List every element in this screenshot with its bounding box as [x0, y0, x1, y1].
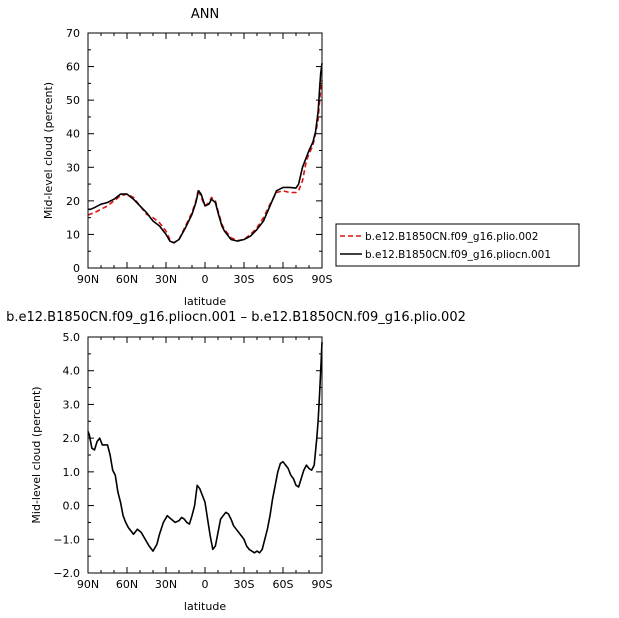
- top-x-tick-label: 90S: [312, 273, 333, 286]
- bottom-x-tick-label: 90S: [312, 578, 333, 591]
- top-x-tick-label: 60N: [116, 273, 138, 286]
- top-y-tick-label: 10: [66, 228, 80, 241]
- top-y-tick-label: 50: [66, 94, 80, 107]
- bottom-y-tick-label: −2.0: [53, 567, 80, 580]
- bottom-y-tick-label: 0.0: [63, 500, 81, 513]
- top-chart-title: ANN: [191, 7, 219, 22]
- legend-box: [335, 223, 580, 267]
- bottom-y-tick-label: 2.0: [63, 432, 81, 445]
- bottom-series-group: [87, 342, 323, 554]
- top-y-tick-label: 20: [66, 195, 80, 208]
- bottom-x-tick-label: 30N: [155, 578, 177, 591]
- top-axes-group: 90N 60N 30N 0 30S 60S 90S 0 10 20 30 40 50 60 70: [66, 27, 333, 286]
- top-x-tick-label: 60S: [273, 273, 294, 286]
- bottom-series-line-1: [87, 342, 323, 554]
- bottom-x-tick-label: 0: [202, 578, 209, 591]
- top-y-tick-label: 70: [66, 27, 80, 40]
- bottom-x-tick-label: 60N: [116, 578, 138, 591]
- top-y-tick-label: 30: [66, 161, 80, 174]
- bottom-y-tick-label: −1.0: [53, 533, 80, 546]
- bottom-x-axis-label: latitude: [184, 600, 226, 613]
- top-x-tick-label: 90N: [77, 273, 99, 286]
- bottom-y-tick-label: 5.0: [63, 331, 81, 344]
- legend-label-plio: b.e12.B1850CN.f09_g16.plio.002: [365, 231, 538, 243]
- bottom-chart-title: b.e12.B1850CN.f09_g16.pliocn.001 – b.e12…: [6, 310, 466, 325]
- bottom-x-tick-label: 90N: [77, 578, 99, 591]
- top-x-axis-label: latitude: [184, 295, 226, 308]
- bottom-panel: b.e12.B1850CN.f09_g16.pliocn.001 – b.e12…: [6, 310, 466, 613]
- bottom-x-tick-label: 30S: [234, 578, 255, 591]
- bottom-y-tick-label: 1.0: [63, 466, 81, 479]
- top-x-tick-label: 30N: [155, 273, 177, 286]
- top-y-axis-label: Mid-level cloud (percent): [42, 82, 55, 219]
- legend: b.e12.B1850CN.f09_g16.plio.002 b.e12.B18…: [335, 223, 580, 267]
- bottom-y-tick-label: 3.0: [63, 398, 81, 411]
- top-x-tick-label: 0: [202, 273, 209, 286]
- top-panel: ANN 90N 60N 30N 0 30S 60S 90S 0 10 20 30 40 50 60 70 l…: [42, 7, 333, 308]
- legend-label-pliocn: b.e12.B1850CN.f09_g16.pliocn.001: [365, 249, 551, 261]
- top-y-tick-label: 60: [66, 61, 80, 74]
- bottom-y-tick-label: 4.0: [63, 365, 81, 378]
- top-plot-frame: [87, 32, 323, 269]
- bottom-axes-group: 90N 60N 30N 0 30S 60S 90S −2.0 −1.0 0.0 1.0 2.0 3.0 4…: [53, 331, 332, 591]
- top-series-group: [87, 63, 323, 244]
- bottom-y-axis-label: Mid-level cloud (percent): [30, 386, 43, 523]
- top-series-line-2: [88, 63, 323, 244]
- top-x-tick-label: 30S: [234, 273, 255, 286]
- top-series-line-1: [87, 79, 323, 244]
- bottom-plot-frame: [87, 336, 323, 574]
- bottom-x-tick-label: 60S: [273, 578, 294, 591]
- top-y-tick-label: 40: [66, 128, 80, 141]
- top-y-tick-label: 0: [73, 262, 80, 275]
